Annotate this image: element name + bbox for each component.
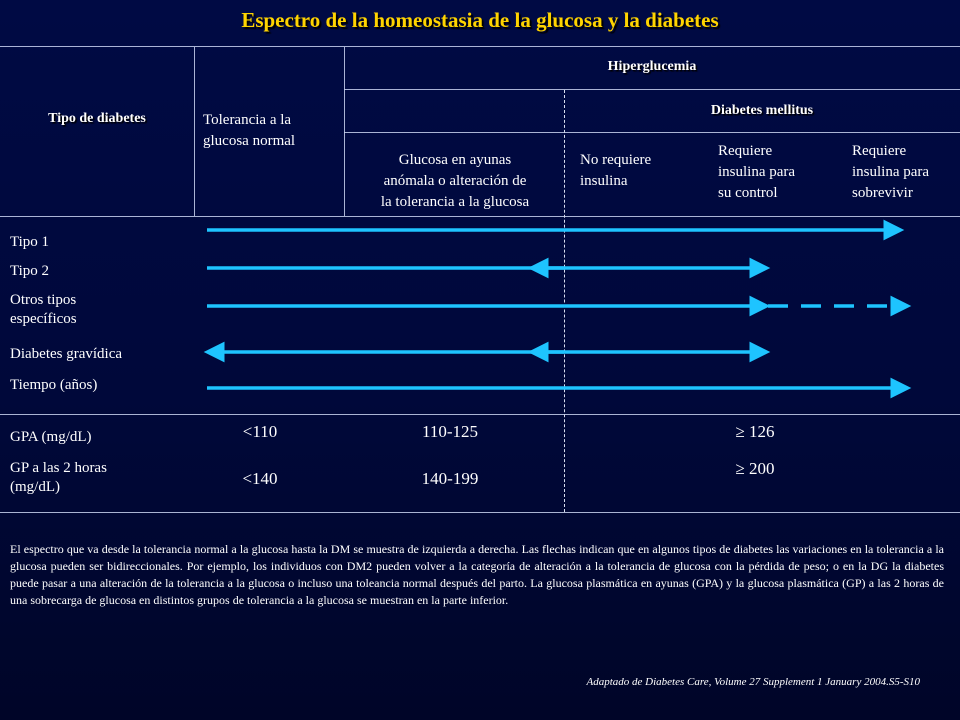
header-diabetes-mellitus: Diabetes mellitus bbox=[710, 103, 814, 118]
diabetes-threshold-dashed-line bbox=[564, 90, 565, 512]
row-label-tipo2: Tipo 2 bbox=[10, 263, 50, 279]
header-tolerancia-normal: Tolerancia a la glucosa normal bbox=[203, 112, 296, 149]
measures-bottom-rule bbox=[0, 512, 960, 513]
header-no-requiere-insulina: No requiere insulina bbox=[580, 152, 652, 189]
header-requiere-insulina-control: Requiere insulina para su control bbox=[718, 143, 796, 201]
gpa-diabetes-value: ≥ 126 bbox=[735, 422, 775, 441]
header-glucosa-anomala: Glucosa en ayunas anómala o alteración d… bbox=[380, 152, 530, 210]
row-label-tiempo: Tiempo (años) bbox=[10, 377, 98, 393]
types-bottom-rule bbox=[0, 414, 960, 415]
header-rule bbox=[0, 46, 960, 47]
gpa-intermediate-value: 110-125 bbox=[421, 422, 479, 441]
gp2h-intermediate-value: 140-199 bbox=[421, 469, 479, 488]
header-bottom-rule bbox=[0, 216, 960, 217]
label-gpa: GPA (mg/dL) bbox=[10, 429, 92, 445]
header-hiperglucemia: Hiperglucemia bbox=[607, 59, 697, 74]
row-label-otros-tipos: Otros tipos específicos bbox=[10, 292, 77, 327]
gp2h-diabetes-value: ≥ 200 bbox=[735, 459, 775, 478]
column-divider-2 bbox=[344, 47, 345, 216]
explanatory-note: El espectro que va desde la tolerancia n… bbox=[10, 542, 944, 607]
header-tipo-diabetes: Tipo de diabetes bbox=[48, 111, 146, 126]
source-citation: Adaptado de Diabetes Care, Volume 27 Sup… bbox=[586, 676, 920, 688]
row-label-tipo1: Tipo 1 bbox=[10, 234, 50, 250]
column-divider-1 bbox=[194, 47, 195, 216]
hiperglucemia-rule bbox=[344, 89, 960, 90]
label-gp-2h: GP a las 2 horas (mg/dL) bbox=[10, 460, 107, 495]
header-requiere-insulina-sobrevivir: Requiere insulina para sobrevivir bbox=[852, 143, 930, 201]
gpa-normal-value: <110 bbox=[242, 422, 278, 441]
row-label-diabetes-gravidica: Diabetes gravídica bbox=[10, 346, 123, 362]
diabetes-mellitus-rule bbox=[344, 132, 960, 133]
page-title: Espectro de la homeostasia de la glucosa… bbox=[241, 8, 719, 32]
gp2h-normal-value: <140 bbox=[242, 469, 278, 488]
